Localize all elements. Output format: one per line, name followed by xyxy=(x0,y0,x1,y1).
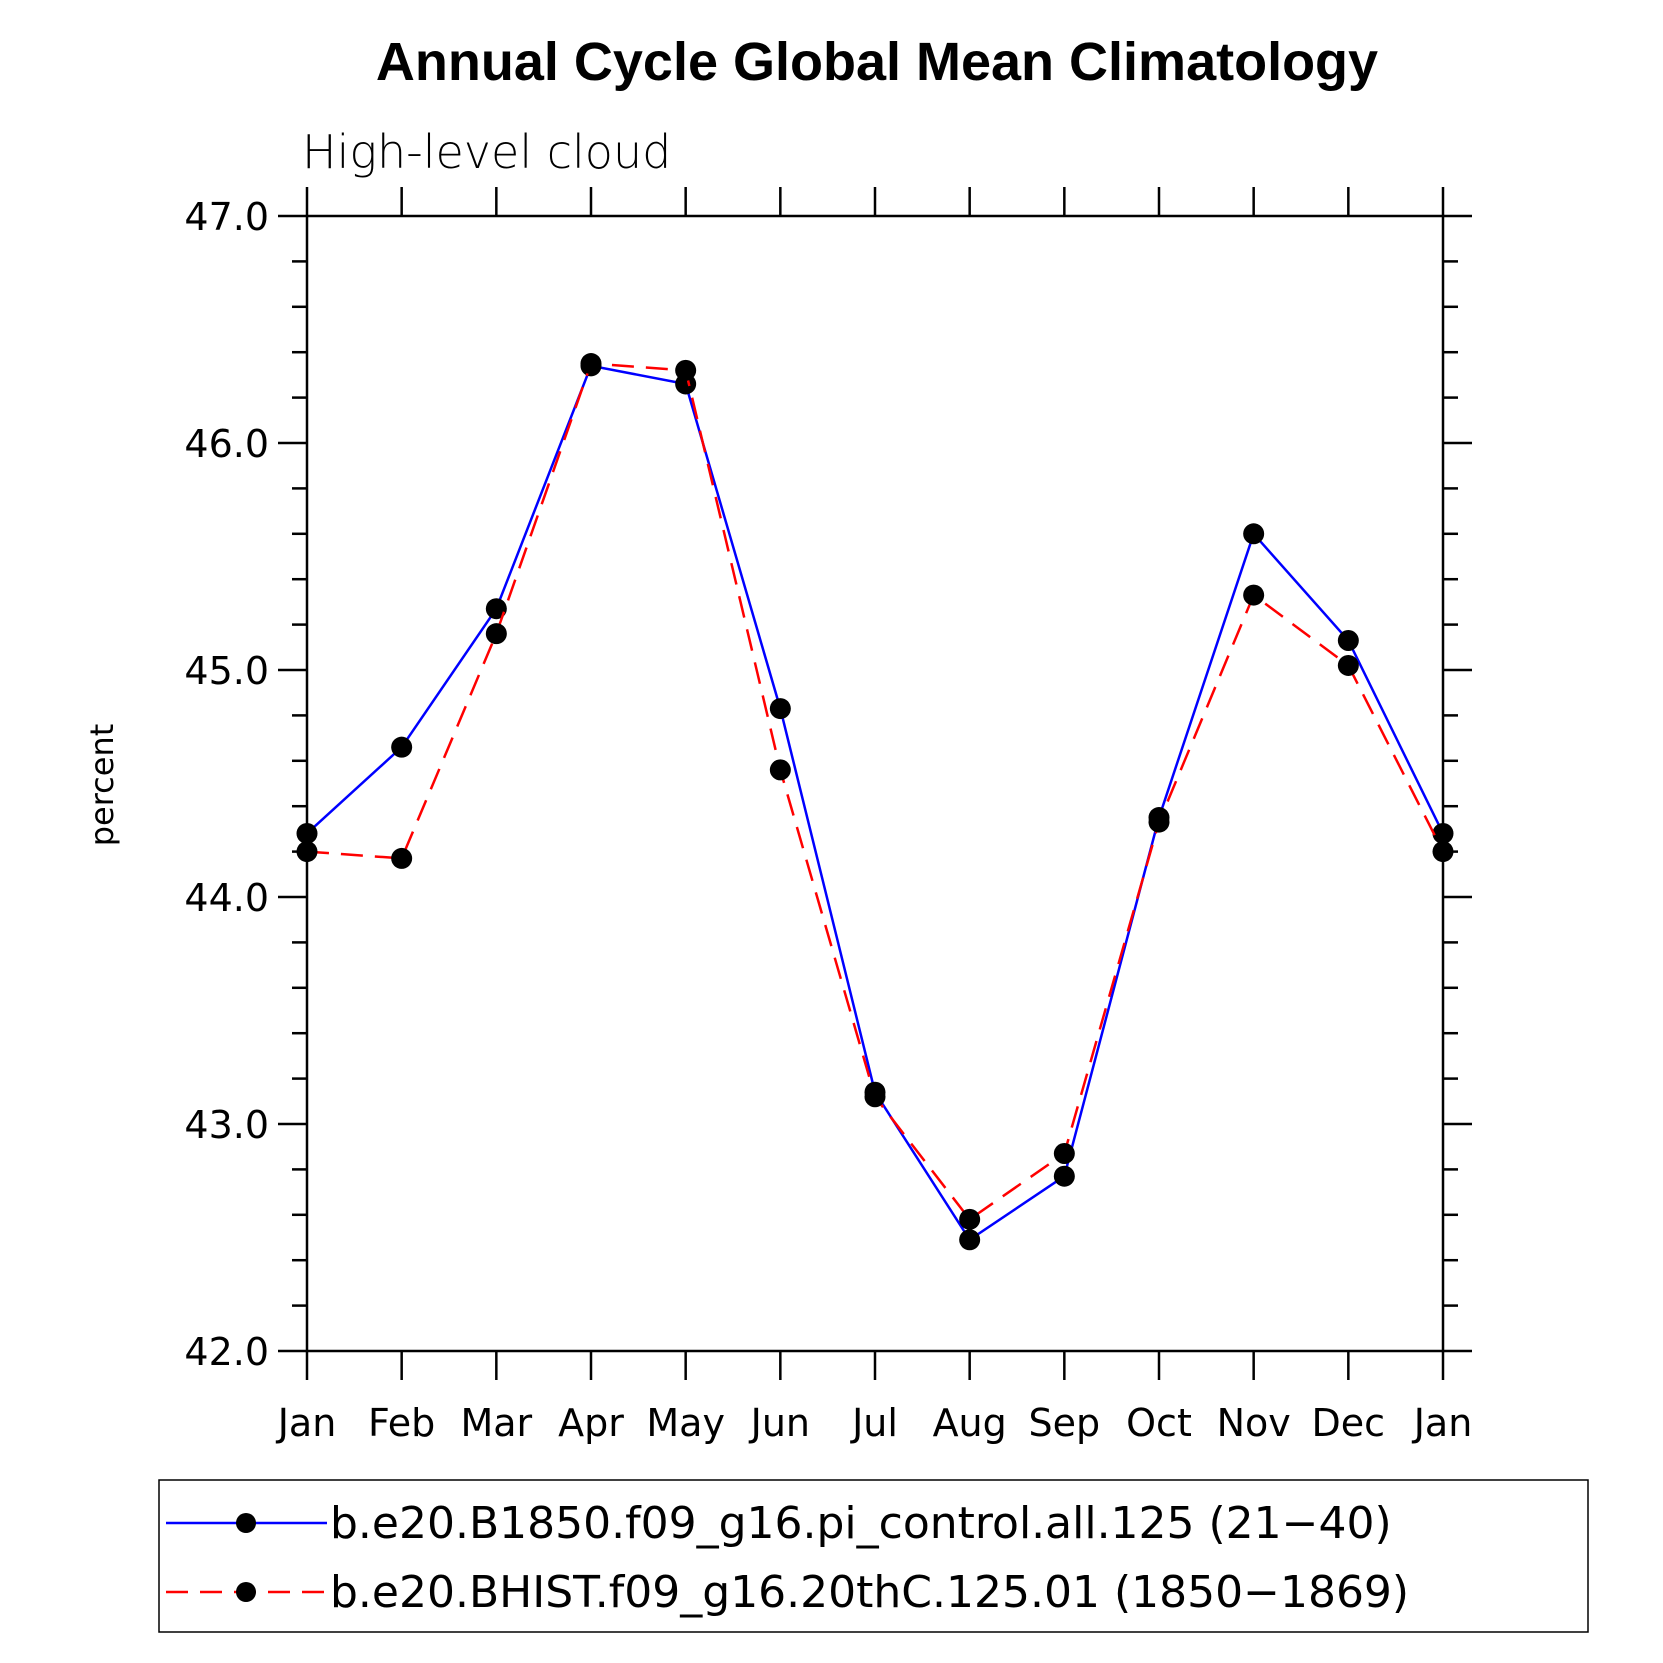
data-point xyxy=(1053,1165,1075,1187)
x-tick-label: Jan xyxy=(276,1401,337,1445)
x-tick-label: Jul xyxy=(850,1401,898,1445)
y-tick-label: 44.0 xyxy=(184,876,269,920)
x-tick-labels: Jan Feb Mar Apr May Jun Jul Aug Sep Oct Nov Dec Jan xyxy=(276,1401,1473,1445)
data-point xyxy=(1432,822,1454,844)
axes xyxy=(278,187,1472,1380)
data-point xyxy=(1243,584,1265,606)
x-tick-label: Jun xyxy=(749,1401,810,1445)
legend-label-0: b.e20.B1850.f09_g16.pi_control.all.125 (… xyxy=(330,1498,1392,1549)
data-point xyxy=(1148,811,1170,833)
data-point xyxy=(1337,629,1359,651)
legend-marker-1 xyxy=(236,1582,256,1602)
y-tick-label: 46.0 xyxy=(184,422,269,466)
chart-title: Annual Cycle Global Mean Climatology xyxy=(376,32,1378,92)
legend: b.e20.B1850.f09_g16.pi_control.all.125 (… xyxy=(158,1479,1589,1633)
data-point xyxy=(959,1229,981,1251)
data-point xyxy=(675,359,697,381)
x-tick-label: Dec xyxy=(1312,1401,1386,1445)
x-tick-label: Sep xyxy=(1029,1401,1101,1445)
legend-marker-0 xyxy=(236,1513,256,1533)
series-0 xyxy=(296,355,1454,1251)
data-point xyxy=(864,1086,886,1108)
y-tick-label: 42.0 xyxy=(184,1330,269,1374)
x-tick-label: Mar xyxy=(460,1401,532,1445)
data-point xyxy=(485,598,507,620)
data-point xyxy=(391,847,413,869)
chart-subtitle: High-level cloud xyxy=(302,125,671,179)
series-1 xyxy=(296,353,1454,1230)
data-point xyxy=(1432,841,1454,863)
x-tick-label: Aug xyxy=(933,1401,1007,1445)
data-point xyxy=(769,759,791,781)
x-tick-label: Jan xyxy=(1412,1401,1473,1445)
legend-label-1: b.e20.BHIST.f09_g16.20thC.125.01 (1850−1… xyxy=(330,1567,1409,1618)
legend-box xyxy=(158,1479,1589,1633)
x-tick-label: May xyxy=(646,1401,725,1445)
data-point xyxy=(391,736,413,758)
y-tick-label: 43.0 xyxy=(184,1103,269,1147)
data-point xyxy=(485,623,507,645)
y-tick-labels: 42.0 43.0 44.0 45.0 46.0 47.0 xyxy=(184,195,269,1374)
data-point xyxy=(296,841,318,863)
x-tick-label: Apr xyxy=(558,1401,624,1445)
plot-frame xyxy=(305,214,1445,1353)
x-tick-label: Oct xyxy=(1126,1401,1192,1445)
series-layer xyxy=(296,353,1454,1251)
data-point xyxy=(580,353,602,375)
x-tick-label: Feb xyxy=(368,1401,435,1445)
data-point xyxy=(959,1208,981,1230)
data-point xyxy=(1243,523,1265,545)
y-tick-label: 47.0 xyxy=(184,195,269,239)
data-point xyxy=(769,698,791,720)
x-tick-label: Nov xyxy=(1217,1401,1291,1445)
data-point xyxy=(296,822,318,844)
series-line-0 xyxy=(306,364,1445,1242)
data-point xyxy=(1337,654,1359,676)
y-axis-label: percent xyxy=(83,724,121,847)
y-tick-label: 45.0 xyxy=(184,649,269,693)
data-point xyxy=(1053,1143,1075,1165)
